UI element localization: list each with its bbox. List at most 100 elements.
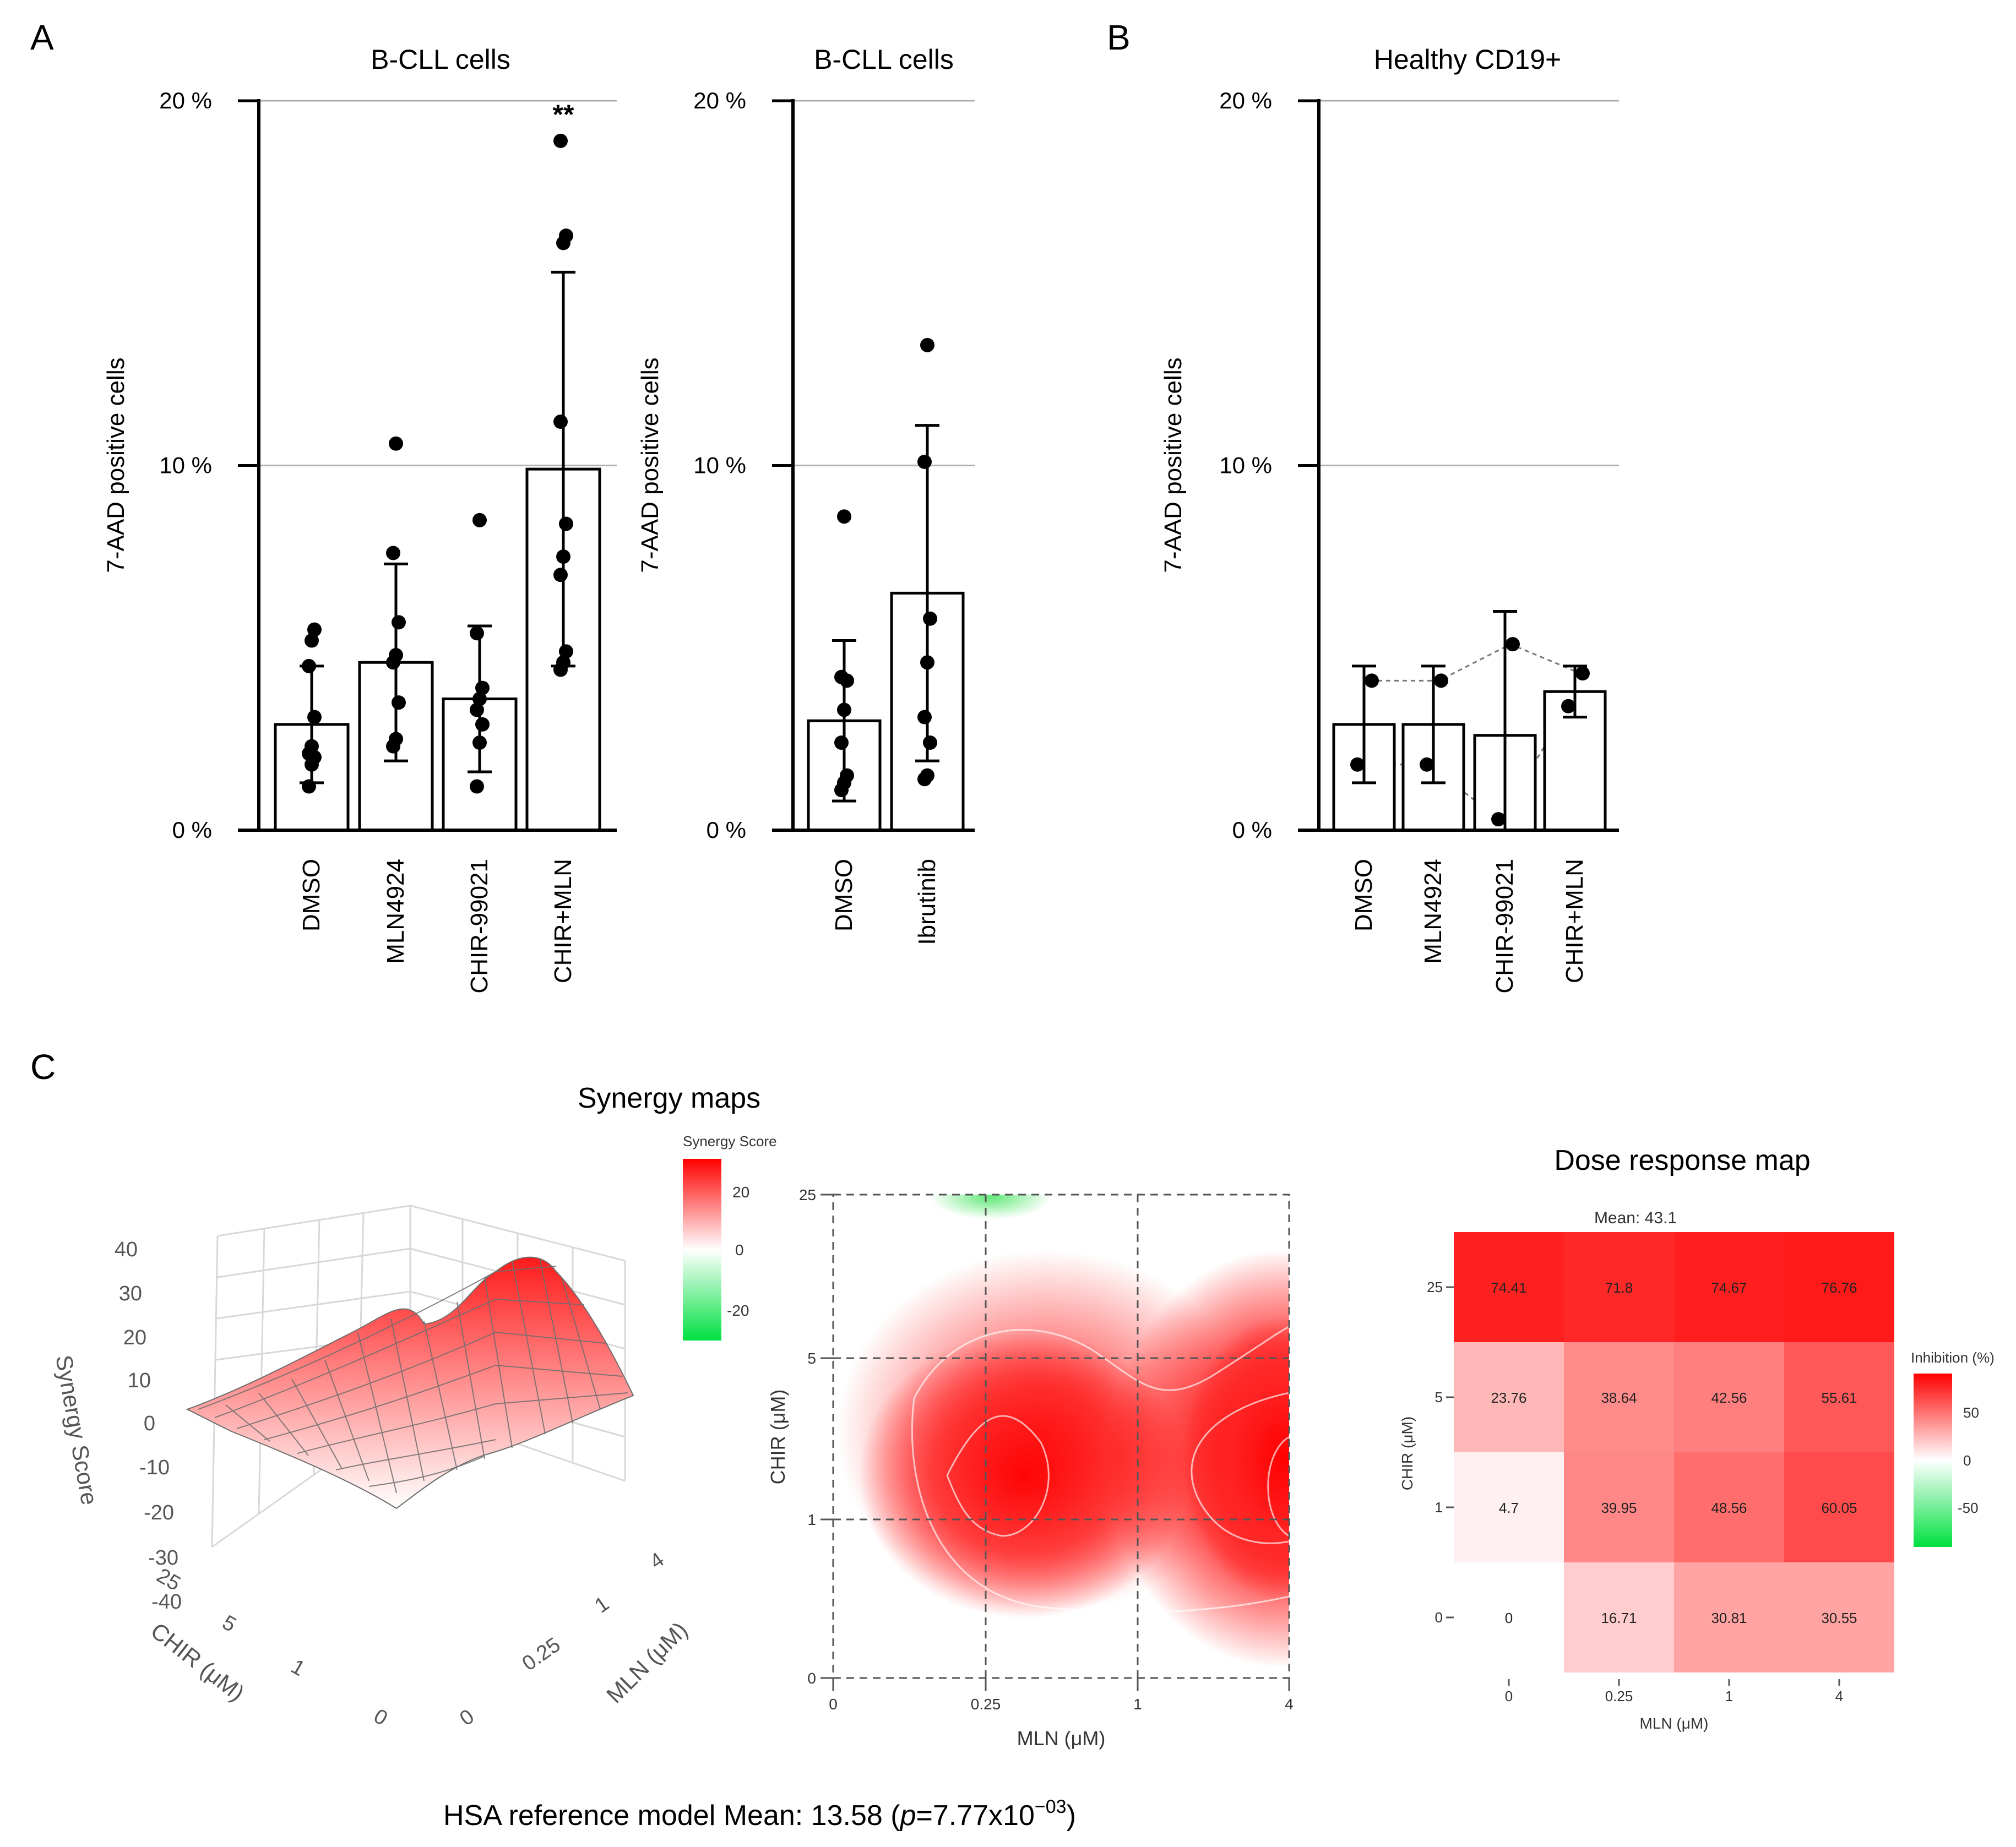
category-label: MLN4924	[1420, 859, 1447, 964]
dose-cell	[1674, 1342, 1784, 1452]
inhibition-legend-title: Inhibition (%)	[1911, 1349, 1995, 1366]
chart-title: B-CLL cells	[814, 44, 954, 75]
significance-marker: **	[553, 99, 574, 130]
dose-xtick: 0.25	[1605, 1688, 1633, 1704]
dose-ytick: 1	[1435, 1499, 1443, 1516]
category-label: Ibrutinib	[914, 859, 941, 945]
dose-cell-value: 39.95	[1601, 1500, 1637, 1516]
data-point	[837, 509, 851, 524]
data-point	[475, 717, 490, 732]
y-tick-label: 20 %	[693, 88, 746, 113]
bar-chart-bcll-main: B-CLL cells 7-AAD positive cells 0 % 10 % 20…	[102, 44, 617, 994]
chart-title: Healthy CD19+	[1374, 44, 1561, 75]
data-point	[302, 658, 316, 673]
dose-cell-value: 4.7	[1499, 1500, 1519, 1516]
data-point	[553, 133, 568, 148]
synergy-legend-tick: 20	[732, 1184, 749, 1201]
dose-response-plot: Dose response map Mean: 43.1 74.41 71.8 74…	[1399, 1145, 1995, 1732]
data-point	[1506, 637, 1520, 652]
syn2d-xtick: 0	[829, 1696, 838, 1713]
data-point	[923, 611, 937, 626]
hsa-caption-prefix: HSA reference model Mean: 13.58 (	[443, 1800, 900, 1832]
category-label: CHIR-99021	[466, 859, 493, 994]
data-point	[392, 695, 406, 710]
hsa-caption-middle: =7.77x10	[916, 1800, 1034, 1832]
category-label: CHIR-99021	[1491, 859, 1518, 994]
synergy-legend: Synergy Score 20 0 -20	[683, 1133, 777, 1341]
synergy-3d-plot: 40 30 20 10 0 -10 -20 -30 -40 Synergy Sc…	[51, 1205, 693, 1730]
paired-line	[1370, 643, 1581, 682]
synergy-legend-tick: 0	[735, 1241, 744, 1258]
dose-cell-value: 42.56	[1711, 1390, 1747, 1406]
ytick: 1	[590, 1592, 613, 1618]
dose-cell	[1454, 1452, 1564, 1562]
synergy-maps-title: Synergy maps	[578, 1082, 760, 1114]
dose-cell	[1674, 1232, 1784, 1342]
synergy-3d-surface	[186, 1256, 634, 1510]
dose-cell	[1454, 1232, 1564, 1342]
data-point	[470, 779, 484, 794]
ztick: -30	[148, 1546, 178, 1570]
y-tick-label: 10 %	[159, 453, 212, 478]
dose-cell	[1784, 1562, 1894, 1672]
dose-cell-value: 74.41	[1491, 1279, 1526, 1296]
category-label: DMSO	[1350, 859, 1377, 931]
ztick: -40	[151, 1590, 182, 1614]
dose-ytick: 5	[1435, 1389, 1443, 1405]
dose-cell-value: 16.71	[1601, 1610, 1637, 1626]
inhibition-legend-tick: -50	[1958, 1500, 1979, 1516]
dose-cell	[1454, 1562, 1564, 1672]
hsa-caption-suffix: )	[1067, 1800, 1076, 1832]
data-point	[392, 615, 406, 630]
syn2d-ytick: 0	[807, 1670, 816, 1687]
dose-ytick: 0	[1435, 1609, 1443, 1626]
data-point	[837, 702, 851, 717]
data-point	[559, 516, 573, 531]
ytick: 4	[645, 1548, 668, 1574]
synergy-legend-tick: -20	[727, 1302, 749, 1319]
dose-ytick: 25	[1427, 1279, 1443, 1295]
synergy-3d-zlabel: Synergy Score	[51, 1353, 102, 1507]
dose-cell-value: 76.76	[1821, 1279, 1857, 1296]
data-point	[470, 702, 484, 717]
ztick: 40	[115, 1238, 138, 1261]
dose-cell-value: 48.56	[1711, 1500, 1747, 1516]
dose-cell	[1784, 1342, 1894, 1452]
category-label: CHIR+MLN	[1561, 859, 1588, 983]
syn2d-xtick: 0.25	[971, 1696, 1001, 1713]
data-point	[1575, 666, 1590, 681]
dose-cell	[1564, 1562, 1674, 1672]
panel-label-c: C	[30, 1047, 56, 1087]
panel-label-a: A	[30, 18, 54, 57]
dose-xlabel: MLN (μM)	[1639, 1715, 1708, 1732]
dose-cell-value: 38.64	[1601, 1390, 1637, 1406]
dose-ylabel: CHIR (μM)	[1399, 1416, 1416, 1490]
data-point	[472, 691, 487, 706]
inhibition-legend-bar	[1914, 1374, 1952, 1547]
dose-cell-value: 30.55	[1821, 1610, 1857, 1626]
dose-cell	[1784, 1452, 1894, 1562]
data-point	[559, 644, 573, 659]
syn2d-ytick: 25	[799, 1186, 816, 1203]
data-point	[307, 710, 322, 724]
data-point	[559, 228, 573, 243]
syn2d-ytick: 5	[807, 1350, 816, 1367]
xtick: 5	[218, 1611, 240, 1637]
data-point	[475, 680, 490, 695]
data-point	[305, 633, 319, 648]
dose-cell-value: 55.61	[1821, 1390, 1857, 1406]
data-point	[1420, 757, 1434, 772]
data-point	[1491, 812, 1506, 827]
data-point	[1434, 673, 1448, 688]
bar-chart-bcll-ibrutinib: B-CLL cells 7-AAD positive cells 0 % 10 % 20…	[637, 44, 975, 945]
data-point	[389, 648, 403, 662]
ztick: 0	[144, 1412, 155, 1435]
y-tick-label: 20 %	[159, 88, 212, 113]
category-label: DMSO	[298, 859, 325, 931]
ztick: 10	[128, 1369, 151, 1392]
y-tick-label: 10 %	[1219, 453, 1272, 478]
dose-cell	[1564, 1232, 1674, 1342]
data-point	[1365, 673, 1379, 688]
synergy-3d-ylabel: MLN (μM)	[601, 1617, 693, 1708]
data-point	[834, 735, 849, 750]
